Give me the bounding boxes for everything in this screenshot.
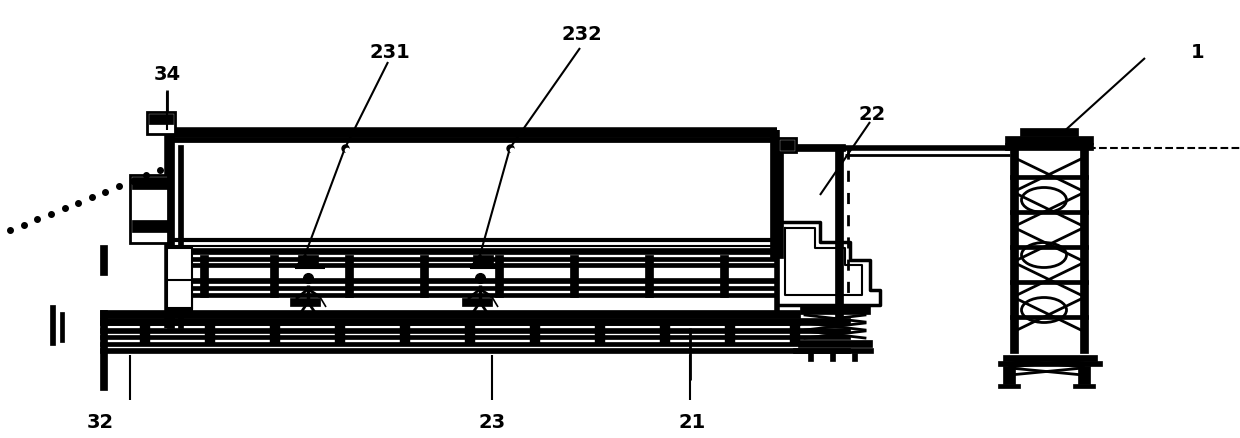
Bar bbox=[1078, 366, 1090, 384]
Bar bbox=[148, 112, 175, 134]
Text: 1: 1 bbox=[1192, 42, 1205, 61]
Bar bbox=[1011, 210, 1087, 214]
Bar bbox=[167, 248, 192, 310]
Bar bbox=[1080, 148, 1087, 353]
Bar bbox=[401, 322, 410, 344]
Bar bbox=[1011, 175, 1087, 179]
Bar bbox=[298, 255, 317, 265]
Bar bbox=[100, 328, 849, 333]
Bar bbox=[777, 138, 782, 258]
Bar bbox=[140, 322, 150, 344]
Bar bbox=[167, 130, 777, 137]
Bar bbox=[100, 320, 800, 325]
Bar bbox=[660, 322, 670, 344]
Bar bbox=[420, 255, 428, 297]
Bar bbox=[725, 322, 735, 344]
Bar bbox=[131, 177, 167, 189]
Text: 21: 21 bbox=[678, 413, 706, 431]
Bar bbox=[1003, 366, 1016, 384]
Bar bbox=[799, 340, 872, 347]
Bar bbox=[595, 322, 605, 344]
Bar bbox=[131, 220, 167, 232]
Text: 231: 231 bbox=[370, 42, 410, 61]
Bar bbox=[830, 353, 835, 361]
Bar bbox=[775, 144, 787, 151]
Bar bbox=[167, 293, 777, 297]
Bar bbox=[200, 255, 208, 297]
Bar bbox=[167, 248, 777, 254]
Bar bbox=[179, 145, 184, 328]
Bar bbox=[167, 257, 777, 261]
Text: 23: 23 bbox=[479, 413, 506, 431]
Bar bbox=[130, 175, 167, 243]
Bar bbox=[770, 130, 777, 258]
Bar bbox=[345, 255, 353, 297]
Text: 34: 34 bbox=[154, 64, 181, 84]
Bar bbox=[100, 310, 107, 390]
Bar bbox=[720, 255, 728, 297]
Bar bbox=[290, 298, 320, 306]
Bar bbox=[1021, 128, 1078, 136]
Bar bbox=[852, 353, 857, 361]
Bar bbox=[100, 342, 849, 346]
Bar bbox=[100, 310, 800, 318]
Bar bbox=[1011, 315, 1087, 319]
Bar bbox=[60, 312, 64, 342]
Bar bbox=[998, 384, 1021, 388]
Bar bbox=[167, 286, 777, 290]
Bar bbox=[1073, 384, 1095, 388]
Bar bbox=[529, 322, 539, 344]
Text: 32: 32 bbox=[87, 413, 114, 431]
Bar bbox=[777, 138, 796, 152]
Bar bbox=[270, 255, 278, 297]
Bar bbox=[1003, 355, 1097, 361]
Bar bbox=[570, 255, 578, 297]
Bar bbox=[780, 144, 844, 151]
Bar bbox=[335, 322, 345, 344]
Bar bbox=[808, 353, 813, 361]
Bar bbox=[780, 140, 794, 150]
Bar bbox=[1011, 245, 1087, 249]
Bar bbox=[270, 322, 280, 344]
Bar bbox=[998, 361, 1102, 366]
Bar bbox=[794, 348, 873, 353]
Text: 232: 232 bbox=[562, 25, 603, 45]
Bar bbox=[50, 305, 55, 345]
Bar bbox=[472, 255, 494, 265]
Bar bbox=[167, 263, 777, 267]
Bar bbox=[100, 318, 849, 325]
Bar bbox=[100, 348, 849, 353]
Bar bbox=[1011, 280, 1087, 284]
Bar bbox=[465, 322, 475, 344]
Bar bbox=[100, 245, 107, 275]
Bar bbox=[167, 130, 174, 328]
Bar bbox=[645, 255, 653, 297]
Bar bbox=[149, 114, 174, 124]
Bar bbox=[167, 278, 777, 283]
Bar bbox=[1004, 136, 1092, 144]
Bar bbox=[167, 137, 777, 141]
Bar bbox=[1011, 148, 1018, 353]
Bar bbox=[463, 298, 492, 306]
Bar bbox=[1004, 143, 1092, 150]
Bar bbox=[790, 322, 800, 344]
Text: 22: 22 bbox=[858, 106, 885, 124]
Bar bbox=[800, 306, 870, 314]
Bar bbox=[167, 280, 192, 308]
Bar bbox=[100, 335, 849, 339]
Bar bbox=[495, 255, 503, 297]
Bar bbox=[205, 322, 215, 344]
Bar bbox=[835, 148, 843, 318]
